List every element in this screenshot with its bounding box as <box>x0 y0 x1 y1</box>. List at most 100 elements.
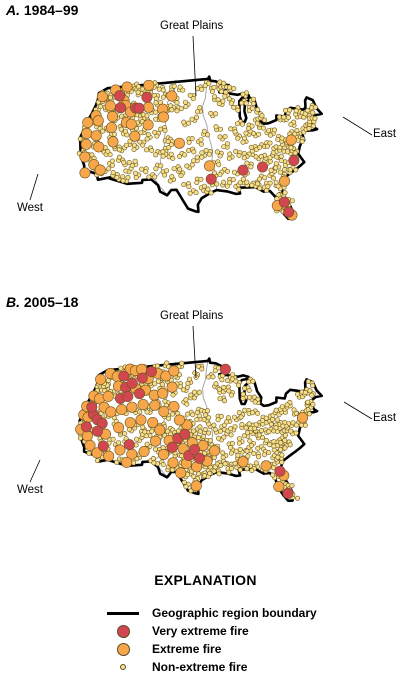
non-extreme-fire-dot <box>233 378 239 384</box>
non-extreme-fire-dot <box>195 435 201 441</box>
very-extreme-fire-dot <box>189 444 201 456</box>
non-extreme-fire-dot <box>246 421 252 427</box>
non-extreme-fire-dot <box>183 99 189 105</box>
extreme-fire-dot <box>106 122 118 134</box>
non-extreme-fire-dot <box>230 177 236 183</box>
non-extreme-fire-dot <box>232 414 238 420</box>
extreme-fire-dot <box>129 130 141 142</box>
non-extreme-fire-dot <box>310 110 316 116</box>
non-extreme-fire-dot <box>266 128 272 134</box>
non-extreme-fire-dot <box>307 388 313 394</box>
non-extreme-fire-dot <box>288 121 294 127</box>
non-extreme-fire-dot <box>288 145 294 151</box>
non-extreme-fire-dot <box>194 417 200 423</box>
non-extreme-fire-dot <box>150 456 156 462</box>
non-extreme-fire-dot <box>248 425 254 431</box>
non-extreme-fire-dot <box>183 104 189 110</box>
extreme-fire-dot <box>166 381 178 393</box>
non-extreme-fire-dot <box>149 428 155 434</box>
non-extreme-fire-dot <box>212 427 218 433</box>
non-extreme-fire-dot <box>263 437 269 443</box>
non-extreme-fire-dot <box>259 435 265 441</box>
non-extreme-fire-dot <box>106 166 112 172</box>
non-extreme-fire-dot <box>216 435 222 441</box>
non-extreme-fire-dot <box>278 158 284 164</box>
non-extreme-fire-dot <box>188 392 194 398</box>
non-extreme-fire-dot <box>132 158 138 164</box>
non-extreme-fire-dot <box>221 144 227 150</box>
non-extreme-fire-dot <box>282 107 288 113</box>
non-extreme-fire-dot <box>123 168 129 174</box>
non-extreme-fire-dot <box>268 421 274 427</box>
non-extreme-fire-dot <box>268 167 274 173</box>
non-extreme-fire-dot <box>306 126 312 132</box>
non-extreme-fire-dot <box>144 147 150 153</box>
non-extreme-fire-dot <box>177 384 183 390</box>
non-extreme-fire-dot <box>231 169 237 175</box>
non-extreme-fire-dot <box>165 139 171 145</box>
non-extreme-fire-dot <box>251 451 257 457</box>
non-extreme-fire-dot <box>170 155 176 161</box>
non-extreme-fire-dot <box>206 415 212 421</box>
non-extreme-fire-dot <box>249 105 255 111</box>
extreme-fire-dot <box>116 404 128 416</box>
extreme-fire-dot <box>124 417 136 429</box>
non-extreme-fire-dot <box>253 460 259 466</box>
non-extreme-fire-dot <box>208 190 214 196</box>
non-extreme-fire-dot <box>257 144 263 150</box>
non-extreme-fire-dot <box>255 445 261 451</box>
non-extreme-fire-dot <box>160 462 166 468</box>
extreme-fire-dot <box>158 406 170 418</box>
non-extreme-fire-dot <box>213 124 219 130</box>
non-extreme-fire-dot <box>270 175 276 181</box>
extreme-fire-dot <box>175 467 187 479</box>
non-extreme-fire-dot <box>118 126 124 132</box>
non-extreme-fire-dot <box>279 404 285 410</box>
panel-letter: A. <box>6 2 20 18</box>
legend-item-nonextreme: Non-extreme fire <box>106 658 247 676</box>
non-extreme-fire-dot <box>261 452 267 458</box>
non-extreme-fire-dot <box>221 179 227 185</box>
non-extreme-fire-dot <box>198 141 204 147</box>
non-extreme-fire-dot <box>131 147 137 153</box>
non-extreme-fire-dot <box>252 399 258 405</box>
non-extreme-fire-dot <box>125 175 131 181</box>
non-extreme-fire-dot <box>160 149 166 155</box>
non-extreme-fire-dot <box>181 119 187 125</box>
non-extreme-fire-dot <box>282 445 288 451</box>
extreme-fire-dot <box>149 399 161 411</box>
non-extreme-fire-dot <box>164 168 170 174</box>
extreme-fire-dot <box>113 422 125 434</box>
non-extreme-fire-dot <box>277 447 283 453</box>
non-extreme-fire-dot <box>217 396 223 402</box>
non-extreme-fire-dot <box>259 428 265 434</box>
non-extreme-fire-dot <box>206 80 212 86</box>
non-extreme-fire-dot <box>279 135 285 141</box>
non-extreme-fire-dot <box>245 430 251 436</box>
non-extreme-fire-dot <box>156 86 162 92</box>
very-extreme-fire-dot <box>86 401 98 413</box>
non-extreme-fire-dot <box>178 106 184 112</box>
non-extreme-fire-dot <box>275 137 281 143</box>
non-extreme-fire-dot <box>236 186 242 192</box>
extreme-fire-dot <box>114 444 126 456</box>
non-extreme-fire-dot <box>180 387 186 393</box>
very-extreme-fire-dot <box>134 388 146 400</box>
non-extreme-fire-dot <box>219 89 225 95</box>
non-extreme-fire-dot <box>114 175 120 181</box>
non-extreme-fire-dot <box>227 151 233 157</box>
non-extreme-fire-dot <box>255 454 261 460</box>
non-extreme-fire-dot <box>278 153 284 159</box>
extreme-fire-dot <box>142 119 154 131</box>
extreme-fire-dot <box>167 457 179 469</box>
non-extreme-fire-dot <box>170 467 176 473</box>
non-extreme-fire-dot <box>226 96 232 102</box>
non-extreme-fire-dot <box>224 419 230 425</box>
non-extreme-fire-dot <box>221 384 227 390</box>
non-extreme-fire-dot <box>158 163 164 169</box>
very-extreme-fire-dot <box>179 428 191 440</box>
non-extreme-fire-dot <box>219 377 225 383</box>
non-extreme-fire-dot <box>168 103 174 109</box>
great-plains-label: Great Plains <box>160 20 224 32</box>
extreme-fire-dot <box>204 160 216 172</box>
